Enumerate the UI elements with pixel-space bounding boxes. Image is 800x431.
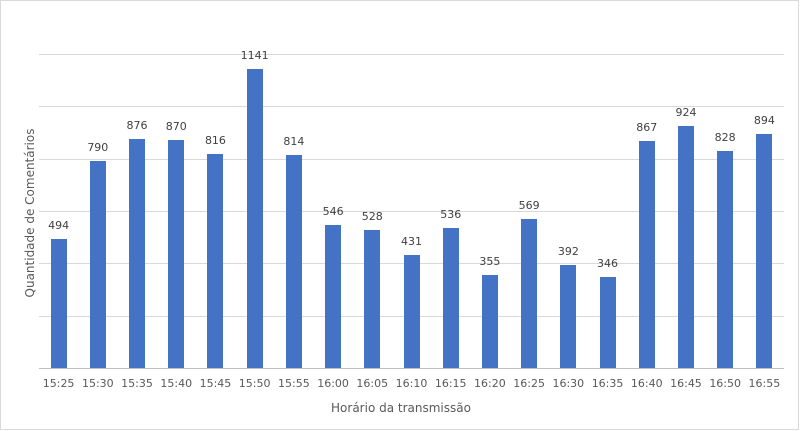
data-label: 528 [361,209,383,223]
x-tick-label: 16:45 [670,377,702,390]
x-tick-label: 16:25 [513,377,545,390]
x-tick-label: 16:50 [709,377,742,390]
x-tick-label: 16:05 [356,377,389,390]
bar [325,225,342,368]
data-label: 546 [322,205,344,219]
data-label: 816 [204,134,226,148]
gridline [39,106,784,108]
data-label: 790 [87,141,109,155]
bar [246,69,263,368]
data-label: 355 [479,255,501,269]
bar [50,238,67,368]
bar [207,154,224,368]
data-label: 814 [283,135,305,148]
data-label: 392 [557,245,579,259]
data-label: 494 [48,218,70,232]
x-tick-label: 15:40 [160,377,193,390]
data-label: 867 [636,121,658,135]
x-tick-label: 16:35 [591,377,624,390]
bar [129,138,146,368]
y-axis-title: Quantidade de Comentários [23,128,37,298]
bar [677,126,694,368]
bar [481,275,498,368]
bar [442,227,459,368]
x-tick-label: 16:30 [552,377,585,390]
x-tick-label: 15:55 [278,377,310,390]
gridline [39,211,784,212]
bar [756,134,773,368]
data-label: 876 [126,118,148,132]
bar [364,229,381,368]
x-tick-label: 15:35 [121,377,153,390]
x-axis-title: Horário da transmissão [331,401,471,415]
x-axis-line [39,368,784,369]
bar [560,265,577,368]
bar [285,155,302,368]
data-label: 431 [401,235,422,249]
x-tick-label: 15:45 [199,377,232,390]
x-tick-label: 16:00 [317,377,349,390]
data-label: 894 [753,114,775,128]
data-label: 870 [165,120,187,134]
plot-area: 494 790 876 870 816 1141 814 546 528 431 536 355 569… [39,49,784,369]
bar [638,141,655,368]
data-label: 1141 [240,49,269,63]
data-label: 924 [675,106,697,120]
x-tick-label: 16:10 [395,377,428,390]
data-label: 569 [518,199,540,213]
bar [168,140,185,368]
bar [717,151,734,368]
bar [599,277,616,368]
x-tick-label: 16:20 [474,377,506,390]
x-tick-label: 16:55 [748,377,781,390]
data-label: 346 [597,257,619,271]
x-tick-label: 15:50 [238,377,271,390]
data-label: 828 [714,131,736,145]
x-tick-label: 15:30 [81,377,114,390]
x-tick-label: 16:15 [434,377,467,390]
gridline [39,158,784,160]
bar [89,161,106,368]
x-tick-label: 16:40 [630,377,663,390]
gridline [39,54,784,55]
bar [403,255,420,368]
x-tick-label: 15:25 [42,377,75,390]
bar [521,219,538,368]
data-label: 536 [440,207,462,221]
